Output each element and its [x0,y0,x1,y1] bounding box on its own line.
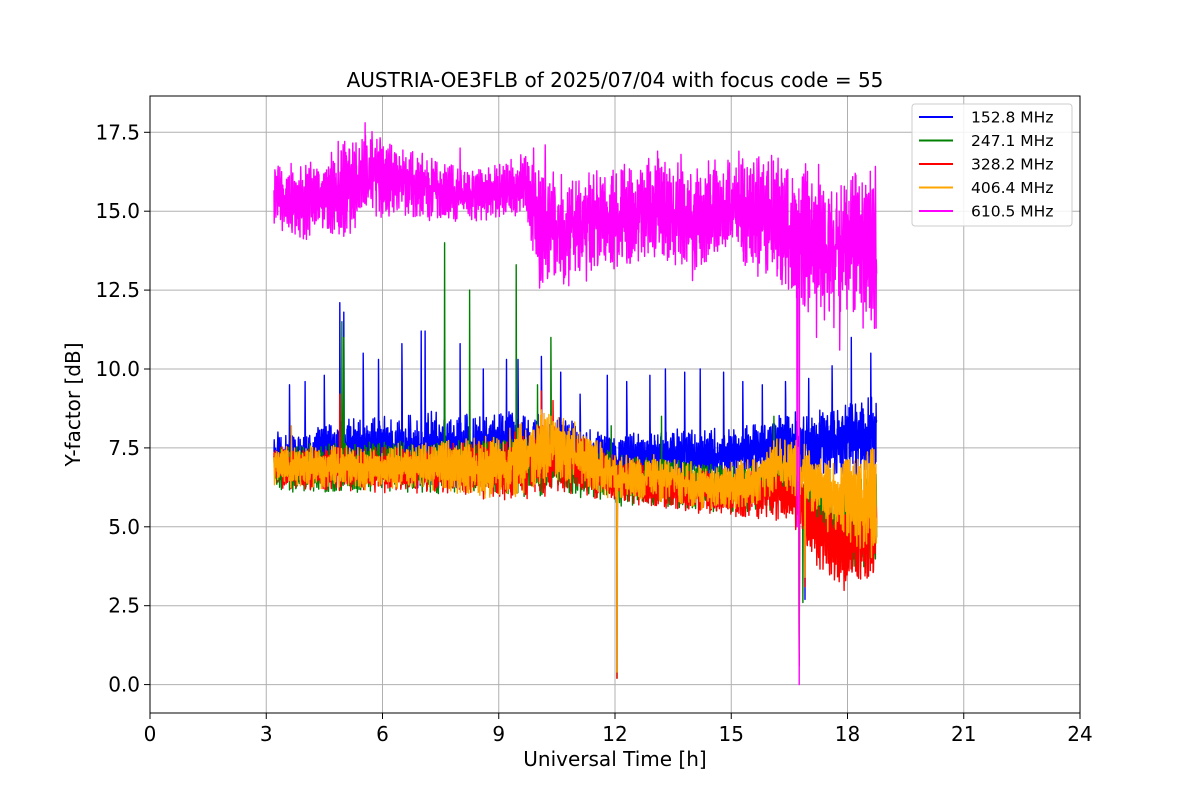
axis-ticks: 0 3 6 9 12 15 18 21 24 0.0 2.5 5.0 7.5 10.0 12.5 15.0 17… [95,120,1092,746]
series-line-3 [273,409,878,673]
legend-label: 247.1 MHz [971,132,1053,150]
x-tick-label: 0 [144,722,157,746]
x-tick-label: 21 [951,722,976,746]
series-line-4 [273,122,878,686]
y-tick-label: 2.5 [108,594,140,618]
series-layer [273,122,878,686]
legend-label: 152.8 MHz [971,109,1053,127]
y-tick-label: 7.5 [108,436,140,460]
legend-label: 610.5 MHz [971,203,1053,221]
legend-label: 328.2 MHz [971,156,1053,174]
legend-box [911,103,1073,227]
y-tick-label: 15.0 [95,199,140,223]
legend-label: 406.4 MHz [971,179,1053,197]
x-tick-label: 24 [1067,722,1092,746]
x-tick-label: 18 [835,722,860,746]
x-tick-label: 6 [376,722,389,746]
y-axis-title: Y-factor [dB] [61,342,85,467]
y-tick-label: 10.0 [95,357,140,381]
x-tick-label: 3 [260,722,273,746]
chart-title: AUSTRIA-OE3FLB of 2025/07/04 with focus … [347,68,884,92]
y-tick-label: 5.0 [108,515,140,539]
x-tick-label: 12 [602,722,627,746]
legend: 152.8 MHz 247.1 MHz 328.2 MHz 406.4 MHz 610.… [911,103,1073,227]
y-tick-label: 0.0 [108,673,140,697]
x-tick-label: 15 [719,722,744,746]
y-tick-label: 12.5 [95,278,140,302]
y-tick-label: 17.5 [95,120,140,144]
x-tick-label: 9 [492,722,505,746]
x-axis-title: Universal Time [h] [523,747,706,771]
